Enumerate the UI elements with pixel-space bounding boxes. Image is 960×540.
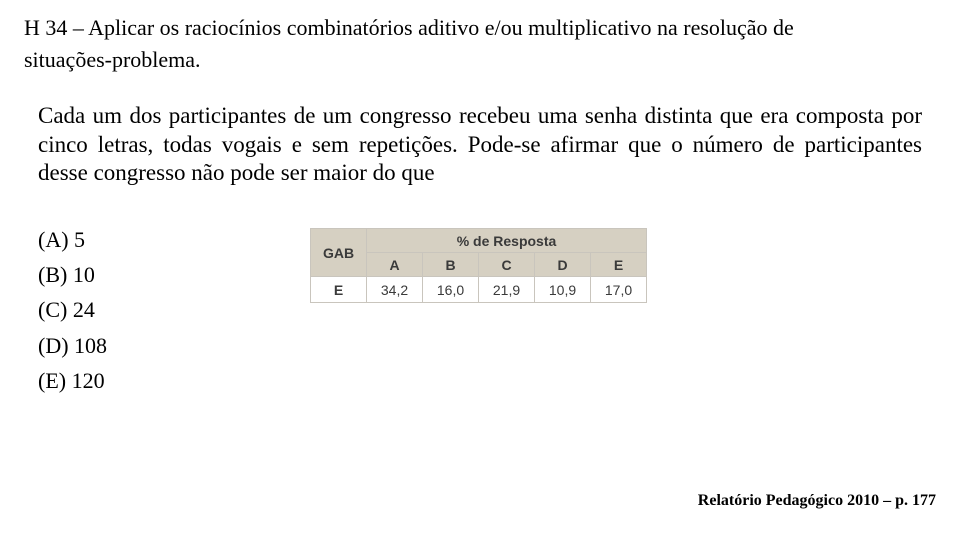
value-b: 16,0 (423, 277, 479, 303)
citation: Relatório Pedagógico 2010 – p. 177 (698, 492, 936, 510)
col-header-d: D (535, 253, 591, 277)
option-e: (E) 120 (38, 363, 107, 398)
col-header-a: A (367, 253, 423, 277)
col-header-e: E (591, 253, 647, 277)
value-d: 10,9 (535, 277, 591, 303)
gab-header: GAB (311, 229, 367, 277)
option-a: (A) 5 (38, 222, 107, 257)
value-e: 17,0 (591, 277, 647, 303)
value-a: 34,2 (367, 277, 423, 303)
value-c: 21,9 (479, 277, 535, 303)
competency-header-line1: H 34 – Aplicar os raciocínios combinatór… (24, 12, 936, 44)
col-header-c: C (479, 253, 535, 277)
response-table: GAB % de Resposta A B C D E E 34,2 16,0 … (310, 228, 647, 303)
option-d: (D) 108 (38, 328, 107, 363)
gab-answer: E (311, 277, 367, 303)
question-stem: Cada um dos participantes de um congress… (24, 102, 936, 188)
response-table-wrap: GAB % de Resposta A B C D E E 34,2 16,0 … (310, 228, 647, 303)
competency-header-line2: situações-problema. (24, 44, 936, 76)
col-header-b: B (423, 253, 479, 277)
option-b: (B) 10 (38, 257, 107, 292)
lower-region: (A) 5 (B) 10 (C) 24 (D) 108 (E) 120 GAB … (24, 222, 936, 432)
percent-header: % de Resposta (367, 229, 647, 253)
options-list: (A) 5 (B) 10 (C) 24 (D) 108 (E) 120 (38, 222, 107, 398)
page-root: H 34 – Aplicar os raciocínios combinatór… (0, 0, 960, 540)
option-c: (C) 24 (38, 292, 107, 327)
